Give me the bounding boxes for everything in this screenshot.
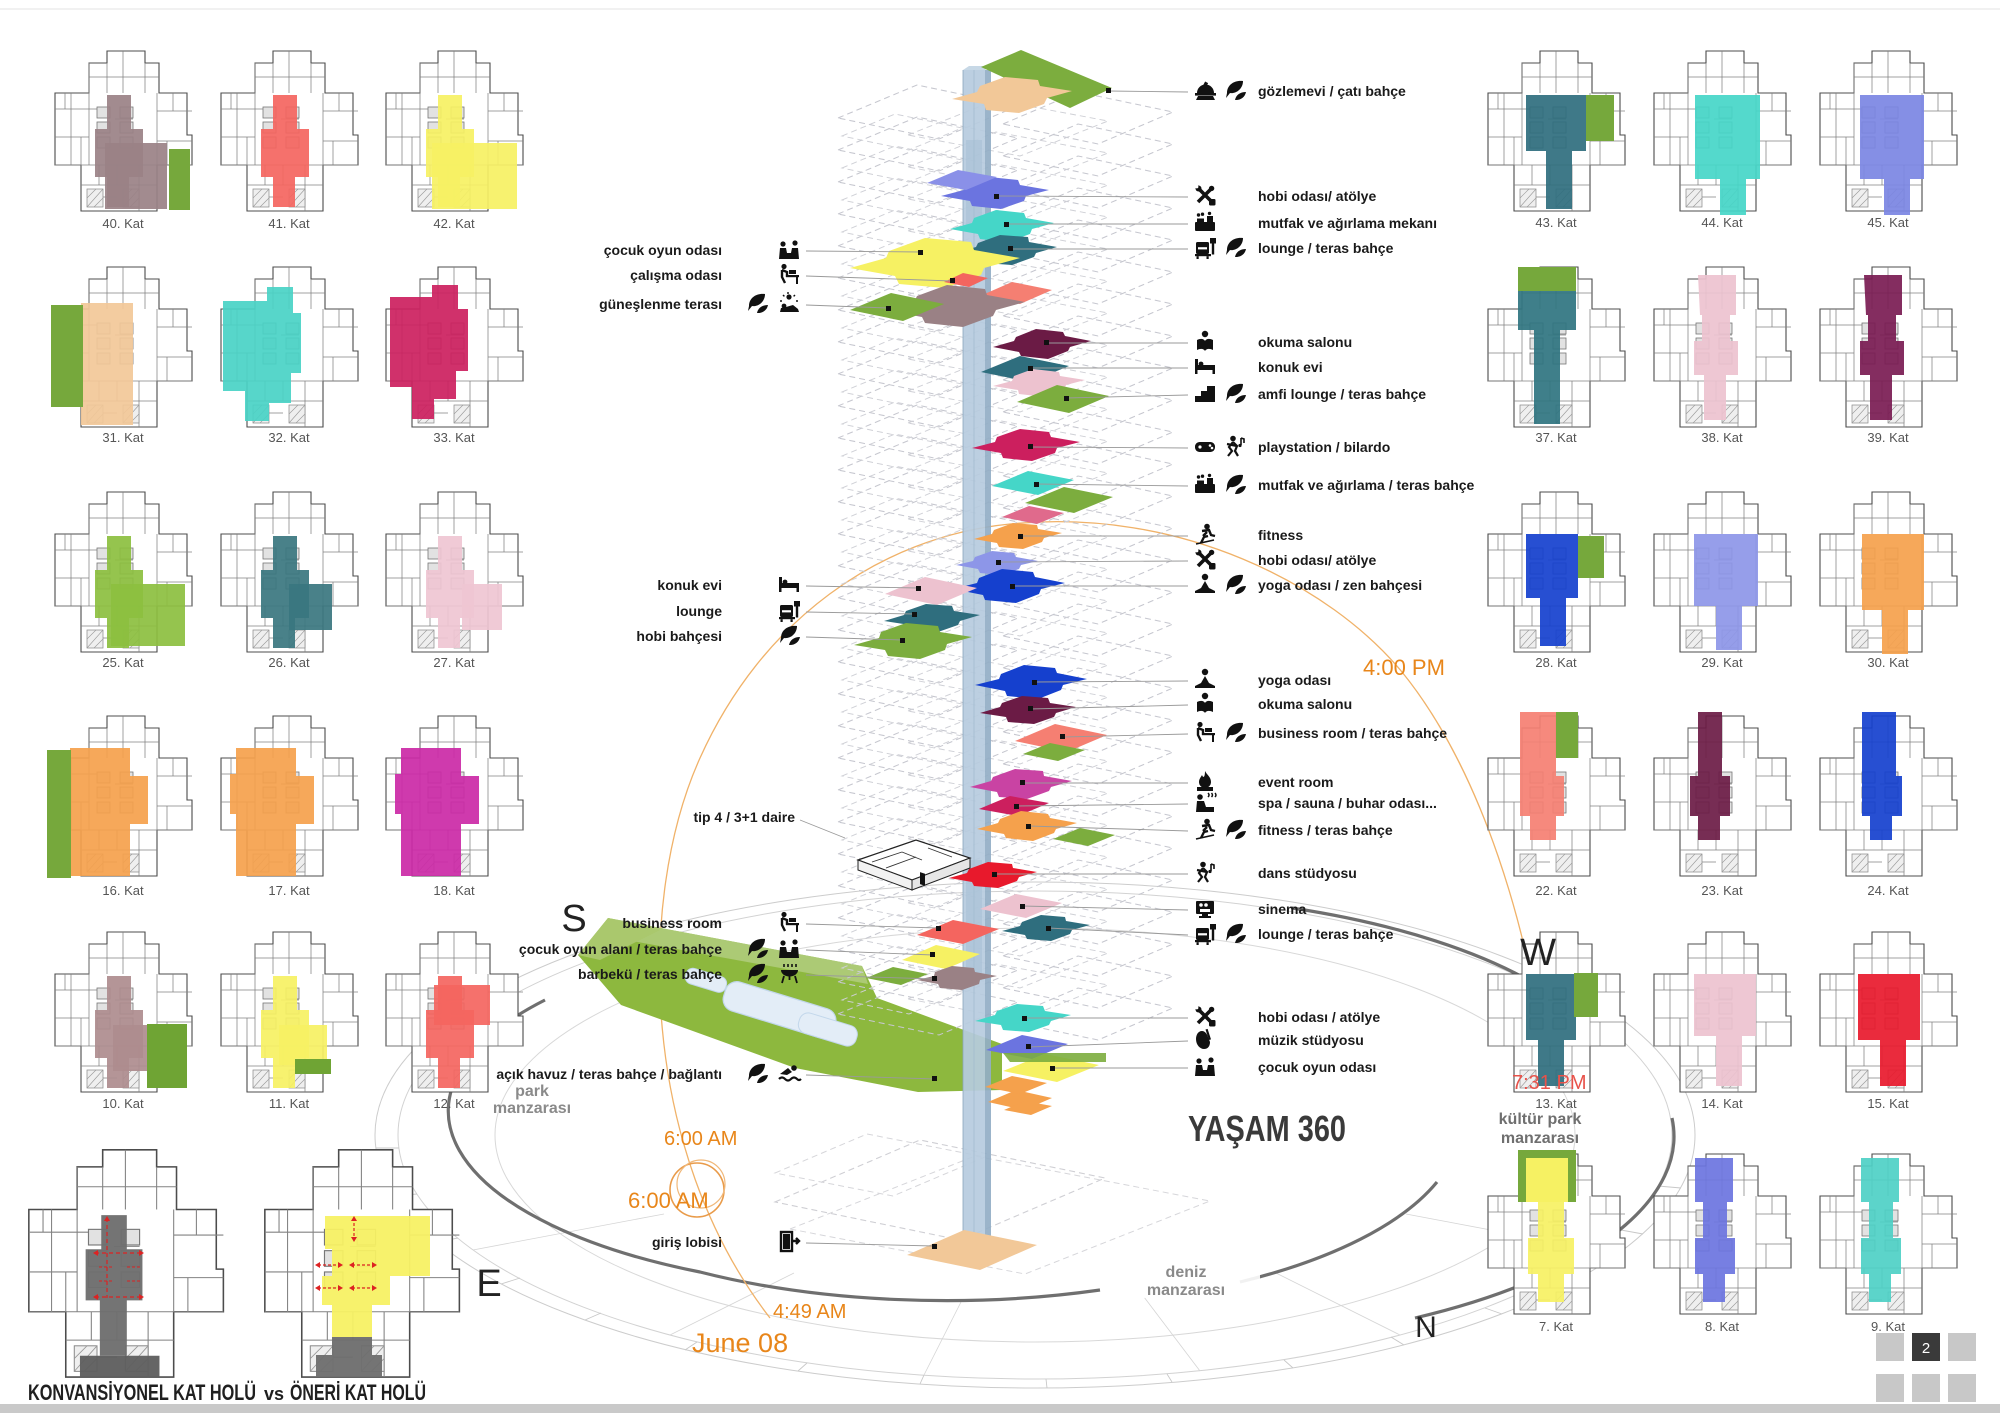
svg-text:7. Kat: 7. Kat <box>1539 1319 1573 1334</box>
svg-text:33. Kat: 33. Kat <box>433 430 475 445</box>
svg-text:konuk evi: konuk evi <box>1258 359 1323 375</box>
svg-text:hobi odası/ atölye: hobi odası/ atölye <box>1258 552 1376 568</box>
svg-text:29. Kat: 29. Kat <box>1701 655 1743 670</box>
svg-text:6:00 AM: 6:00 AM <box>664 1128 737 1150</box>
svg-text:manzarası: manzarası <box>493 1100 571 1117</box>
svg-text:fitness: fitness <box>1258 527 1303 543</box>
svg-text:hobi bahçesi: hobi bahçesi <box>636 628 722 644</box>
svg-text:25. Kat: 25. Kat <box>102 655 144 670</box>
svg-text:10. Kat: 10. Kat <box>102 1096 144 1111</box>
svg-text:31. Kat: 31. Kat <box>102 430 144 445</box>
svg-text:deniz: deniz <box>1166 1264 1207 1281</box>
svg-text:39. Kat: 39. Kat <box>1867 430 1909 445</box>
svg-text:konuk evi: konuk evi <box>657 577 722 593</box>
svg-text:28. Kat: 28. Kat <box>1535 655 1577 670</box>
svg-text:mutfak ve ağırlama mekanı: mutfak ve ağırlama mekanı <box>1258 215 1437 231</box>
svg-text:15. Kat: 15. Kat <box>1867 1096 1909 1111</box>
svg-text:playstation / bilardo: playstation / bilardo <box>1258 439 1390 455</box>
svg-text:22. Kat: 22. Kat <box>1535 883 1577 898</box>
svg-text:24. Kat: 24. Kat <box>1867 883 1909 898</box>
svg-text:sinema: sinema <box>1258 901 1306 917</box>
svg-text:16. Kat: 16. Kat <box>102 883 144 898</box>
svg-text:18. Kat: 18. Kat <box>433 883 475 898</box>
svg-text:çocuk oyun alanı / teras bahç: çocuk oyun alanı / teras bahçe <box>519 941 722 957</box>
svg-text:11. Kat: 11. Kat <box>269 1096 310 1111</box>
svg-text:gözlemevi / çatı bahçe: gözlemevi / çatı bahçe <box>1258 83 1406 99</box>
svg-text:vs: vs <box>264 1384 284 1404</box>
svg-text:40. Kat: 40. Kat <box>102 216 144 231</box>
svg-text:güneşlenme terası: güneşlenme terası <box>599 296 722 312</box>
svg-text:12. Kat: 12. Kat <box>433 1096 475 1111</box>
svg-text:KONVANSİYONEL KAT HOLÜ: KONVANSİYONEL KAT HOLÜ <box>28 1380 256 1405</box>
svg-text:9. Kat: 9. Kat <box>1871 1319 1905 1334</box>
svg-text:mutfak ve ağırlama / teras bah: mutfak ve ağırlama / teras bahçe <box>1258 477 1475 493</box>
svg-text:hobi odası / atölye: hobi odası / atölye <box>1258 1009 1380 1025</box>
svg-text:17. Kat: 17. Kat <box>268 883 310 898</box>
svg-text:6:00 AM: 6:00 AM <box>628 1188 709 1213</box>
svg-text:lounge / teras bahçe: lounge / teras bahçe <box>1258 926 1394 942</box>
svg-text:41. Kat: 41. Kat <box>268 216 310 231</box>
svg-text:YAŞAM 360: YAŞAM 360 <box>1188 1108 1346 1149</box>
svg-text:çocuk oyun odası: çocuk oyun odası <box>1258 1059 1376 1075</box>
svg-text:N: N <box>1415 1311 1437 1344</box>
svg-text:13. Kat: 13. Kat <box>1535 1096 1577 1111</box>
svg-text:amfi lounge / teras bahçe: amfi lounge / teras bahçe <box>1258 386 1426 402</box>
svg-text:8. Kat: 8. Kat <box>1705 1319 1739 1334</box>
svg-text:W: W <box>1520 932 1556 974</box>
svg-text:26. Kat: 26. Kat <box>268 655 310 670</box>
svg-text:okuma salonu: okuma salonu <box>1258 334 1352 350</box>
svg-text:manzarası: manzarası <box>1501 1130 1579 1147</box>
svg-text:yoga odası: yoga odası <box>1258 672 1331 688</box>
svg-text:45. Kat: 45. Kat <box>1867 215 1909 230</box>
svg-text:E: E <box>476 1263 501 1305</box>
svg-text:park: park <box>515 1083 549 1100</box>
svg-text:tip 4 / 3+1 daire: tip 4 / 3+1 daire <box>693 809 795 825</box>
svg-text:23. Kat: 23. Kat <box>1701 883 1743 898</box>
svg-text:okuma salonu: okuma salonu <box>1258 696 1352 712</box>
svg-text:S: S <box>561 898 586 940</box>
svg-text:fitness / teras bahçe: fitness / teras bahçe <box>1258 822 1393 838</box>
svg-text:38. Kat: 38. Kat <box>1701 430 1743 445</box>
svg-text:32. Kat: 32. Kat <box>268 430 310 445</box>
svg-text:çalışma odası: çalışma odası <box>630 267 722 283</box>
svg-text:ÖNERİ KAT HOLÜ: ÖNERİ KAT HOLÜ <box>290 1380 426 1405</box>
svg-text:lounge / teras bahçe: lounge / teras bahçe <box>1258 240 1394 256</box>
svg-text:42. Kat: 42. Kat <box>433 216 475 231</box>
svg-text:yoga odası / zen bahçesi: yoga odası / zen bahçesi <box>1258 577 1422 593</box>
svg-text:event room: event room <box>1258 774 1333 790</box>
svg-text:4:00 PM: 4:00 PM <box>1363 655 1445 680</box>
svg-text:June 08: June 08 <box>692 1328 788 1358</box>
svg-text:manzarası: manzarası <box>1147 1282 1225 1299</box>
svg-text:barbekü / teras bahçe: barbekü / teras bahçe <box>578 966 722 982</box>
svg-text:kültür park: kültür park <box>1499 1111 1582 1128</box>
svg-text:44. Kat: 44. Kat <box>1701 215 1743 230</box>
svg-text:business room: business room <box>622 915 722 931</box>
svg-text:çocuk oyun odası: çocuk oyun odası <box>604 242 722 258</box>
svg-text:açık havuz / teras bahçe / bağ: açık havuz / teras bahçe / bağlantı <box>496 1066 722 1082</box>
svg-text:lounge: lounge <box>676 603 722 619</box>
svg-text:7:31 PM: 7:31 PM <box>1512 1072 1586 1094</box>
svg-text:spa / sauna / buhar odası...: spa / sauna / buhar odası... <box>1258 795 1437 811</box>
svg-text:27. Kat: 27. Kat <box>433 655 475 670</box>
svg-text:2: 2 <box>1922 1340 1930 1357</box>
svg-text:business room / teras bahçe: business room / teras bahçe <box>1258 725 1447 741</box>
svg-text:30. Kat: 30. Kat <box>1867 655 1909 670</box>
svg-text:müzik stüdyosu: müzik stüdyosu <box>1258 1032 1364 1048</box>
svg-text:hobi odası/ atölye: hobi odası/ atölye <box>1258 188 1376 204</box>
svg-text:37. Kat: 37. Kat <box>1535 430 1577 445</box>
svg-text:dans stüdyosu: dans stüdyosu <box>1258 865 1357 881</box>
svg-text:4:49 AM: 4:49 AM <box>773 1301 846 1323</box>
svg-text:giriş lobisi: giriş lobisi <box>652 1234 722 1250</box>
svg-text:14. Kat: 14. Kat <box>1701 1096 1743 1111</box>
svg-text:43. Kat: 43. Kat <box>1535 215 1577 230</box>
